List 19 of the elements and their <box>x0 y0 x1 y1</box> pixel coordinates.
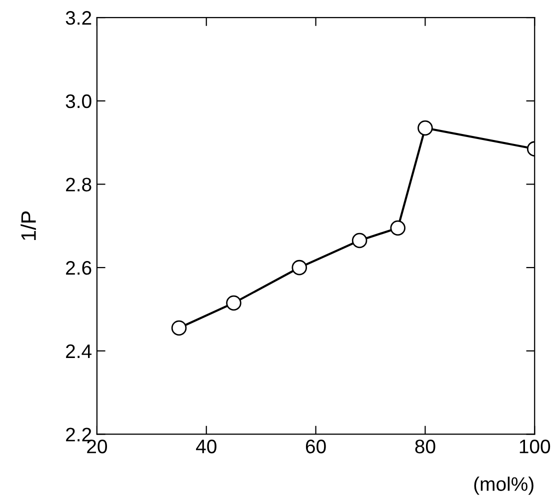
y-tick-label: 2.4 <box>66 344 92 358</box>
point <box>171 320 187 336</box>
x-axis-title: (mol%) <box>474 476 534 495</box>
y-tick-label: 3.2 <box>66 11 92 25</box>
x-tick-label: 80 <box>415 440 436 454</box>
point <box>418 120 433 136</box>
y-tick-label: 3.0 <box>66 94 92 108</box>
y-tick-label: 2.6 <box>66 261 92 275</box>
point <box>292 260 308 276</box>
y-tick-label: 2.8 <box>66 178 92 192</box>
x-tick-label: 100 <box>520 440 550 454</box>
point <box>390 220 406 236</box>
x-tick-label: 40 <box>196 440 216 454</box>
x-tick-label: 20 <box>87 440 108 454</box>
x-tick-label: 60 <box>306 440 326 454</box>
point <box>352 232 368 248</box>
point <box>226 295 242 311</box>
y-tick-label: 2.2 <box>66 428 92 442</box>
y-axis-title: 1/P <box>20 211 36 240</box>
